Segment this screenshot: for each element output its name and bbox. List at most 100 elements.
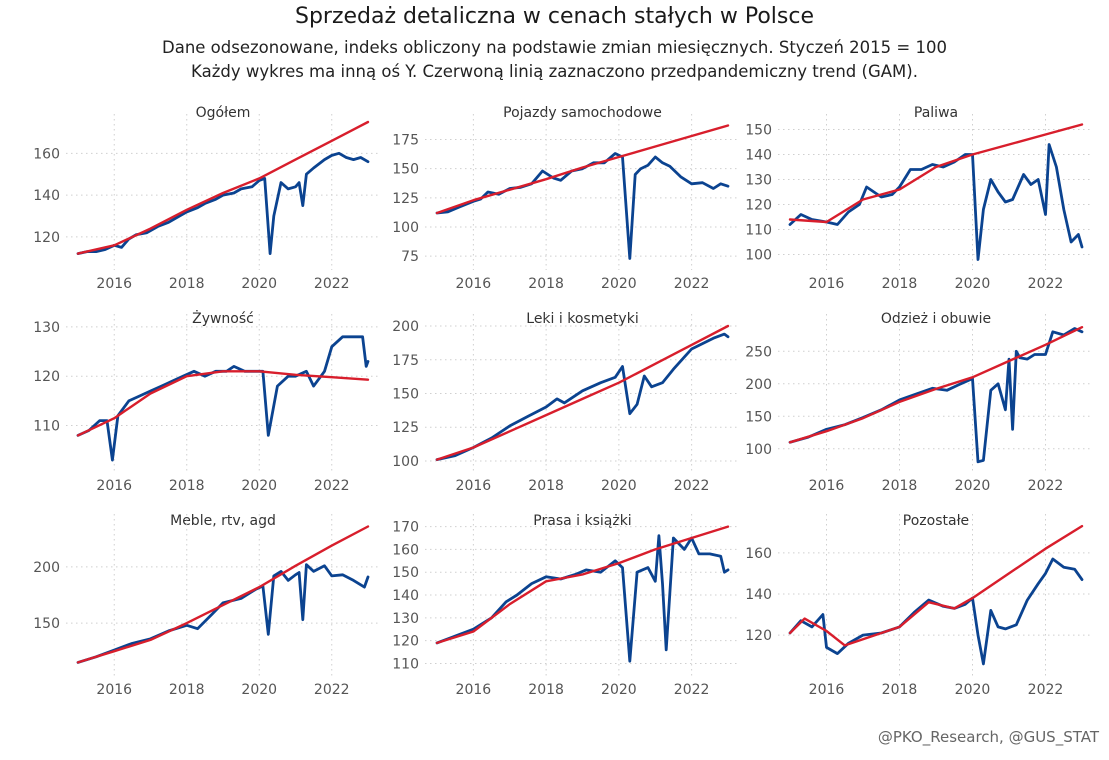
y-tick-label: 130 bbox=[33, 320, 60, 336]
y-tick-label: 110 bbox=[745, 223, 772, 239]
y-tick-label: 200 bbox=[745, 377, 772, 393]
panel-7: Prasa i książki 2016 2018 2020 2022 110 120 130… bbox=[392, 513, 738, 698]
actual-line bbox=[435, 152, 730, 260]
x-tick-label: 2016 bbox=[809, 276, 845, 292]
x-tick-label: 2020 bbox=[601, 276, 637, 292]
y-tick-label: 160 bbox=[392, 542, 419, 558]
panel-title: Leki i kosmetyki bbox=[526, 311, 638, 327]
x-tick-label: 2016 bbox=[96, 682, 132, 698]
panel-title: Żywność bbox=[192, 309, 254, 327]
x-tick-label: 2018 bbox=[169, 478, 205, 494]
y-tick-label: 110 bbox=[392, 656, 419, 672]
actual-line bbox=[788, 143, 1084, 261]
x-tick-label: 2022 bbox=[674, 682, 710, 698]
trend-line bbox=[435, 124, 730, 215]
panel-3: Żywność 2016 2018 2020 2022 110 120 130 bbox=[33, 309, 378, 494]
x-tick-label: 2022 bbox=[1028, 682, 1064, 698]
y-tick-label: 200 bbox=[33, 560, 60, 576]
panel-2: Paliwa 2016 2018 2020 2022 100 110 120 130 140 150 bbox=[745, 105, 1092, 292]
y-tick-label: 120 bbox=[33, 369, 60, 385]
x-tick-label: 2018 bbox=[528, 276, 564, 292]
y-tick-label: 150 bbox=[33, 616, 60, 632]
y-tick-label: 200 bbox=[392, 319, 419, 335]
y-tick-label: 100 bbox=[392, 454, 419, 470]
y-tick-label: 160 bbox=[745, 546, 772, 562]
panel-title: Prasa i książki bbox=[533, 513, 631, 529]
y-tick-label: 100 bbox=[745, 442, 772, 458]
x-tick-label: 2016 bbox=[96, 276, 132, 292]
chart-subtitle-line1: Dane odsezonowane, indeks obliczony na p… bbox=[162, 38, 947, 57]
panel-4: Leki i kosmetyki 2016 2018 2020 2022 100 125 15… bbox=[392, 311, 738, 494]
x-tick-label: 2016 bbox=[809, 682, 845, 698]
y-tick-label: 140 bbox=[745, 148, 772, 164]
y-tick-label: 140 bbox=[33, 188, 60, 204]
x-tick-label: 2020 bbox=[241, 682, 277, 698]
actual-line bbox=[76, 335, 370, 462]
panel-title: Odzież i obuwie bbox=[881, 311, 991, 327]
y-tick-label: 140 bbox=[745, 587, 772, 603]
y-tick-label: 130 bbox=[745, 173, 772, 189]
y-tick-label: 120 bbox=[33, 230, 60, 246]
y-tick-label: 140 bbox=[392, 588, 419, 604]
x-tick-label: 2020 bbox=[601, 682, 637, 698]
x-tick-label: 2020 bbox=[601, 478, 637, 494]
x-tick-label: 2022 bbox=[1028, 276, 1064, 292]
y-tick-label: 150 bbox=[392, 162, 419, 178]
y-tick-label: 175 bbox=[392, 133, 419, 149]
trend-line bbox=[435, 525, 730, 645]
actual-line bbox=[76, 151, 370, 256]
x-tick-label: 2016 bbox=[456, 682, 492, 698]
panel-title: Meble, rtv, agd bbox=[170, 513, 276, 529]
x-tick-label: 2020 bbox=[241, 478, 277, 494]
panel-6: Meble, rtv, agd 2016 2018 2020 2022 150 200 bbox=[33, 513, 378, 698]
x-tick-label: 2016 bbox=[809, 478, 845, 494]
x-tick-label: 2020 bbox=[955, 478, 991, 494]
y-tick-label: 75 bbox=[401, 249, 419, 265]
actual-line bbox=[788, 557, 1084, 666]
y-tick-label: 160 bbox=[33, 146, 60, 162]
x-tick-label: 2022 bbox=[674, 478, 710, 494]
x-tick-label: 2018 bbox=[169, 276, 205, 292]
y-tick-label: 125 bbox=[392, 191, 419, 207]
panel-5: Odzież i obuwie 2016 2018 2020 2022 100 150 200… bbox=[745, 311, 1092, 494]
x-tick-label: 2018 bbox=[528, 478, 564, 494]
y-tick-label: 175 bbox=[392, 353, 419, 369]
actual-line bbox=[435, 332, 730, 462]
trend-line bbox=[788, 326, 1084, 444]
y-tick-label: 150 bbox=[745, 409, 772, 425]
x-tick-label: 2018 bbox=[169, 682, 205, 698]
x-tick-label: 2022 bbox=[1028, 478, 1064, 494]
x-tick-label: 2022 bbox=[314, 682, 350, 698]
panel-8: Pozostałe 2016 2018 2020 2022 120 140 160 bbox=[745, 513, 1092, 698]
panel-title: Pozostałe bbox=[903, 513, 969, 529]
x-tick-label: 2018 bbox=[882, 276, 918, 292]
y-tick-label: 100 bbox=[745, 248, 772, 264]
panel-title: Pojazdy samochodowe bbox=[503, 105, 662, 121]
panel-1: Pojazdy samochodowe 2016 2018 2020 2022 75 100… bbox=[392, 105, 738, 292]
trend-line bbox=[76, 370, 370, 437]
trend-line bbox=[76, 525, 370, 664]
x-tick-label: 2018 bbox=[882, 682, 918, 698]
panel-0: Ogółem 2016 2018 2020 2022 120 140 160 bbox=[33, 105, 378, 292]
x-tick-label: 2022 bbox=[314, 478, 350, 494]
source-credit: @PKO_Research, @GUS_STAT bbox=[877, 728, 1099, 746]
panel-title: Paliwa bbox=[914, 105, 958, 121]
x-tick-label: 2018 bbox=[882, 478, 918, 494]
y-tick-label: 150 bbox=[745, 123, 772, 139]
x-tick-label: 2022 bbox=[314, 276, 350, 292]
x-tick-label: 2016 bbox=[456, 276, 492, 292]
x-tick-label: 2016 bbox=[456, 478, 492, 494]
x-tick-label: 2016 bbox=[96, 478, 132, 494]
chart-title: Sprzedaż detaliczna w cenach stałych w P… bbox=[294, 4, 815, 29]
x-tick-label: 2022 bbox=[674, 276, 710, 292]
x-tick-label: 2020 bbox=[955, 682, 991, 698]
y-tick-label: 150 bbox=[392, 565, 419, 581]
y-tick-label: 130 bbox=[392, 611, 419, 627]
x-tick-label: 2018 bbox=[528, 682, 564, 698]
y-tick-label: 150 bbox=[392, 387, 419, 403]
trend-line bbox=[435, 324, 730, 461]
panel-title: Ogółem bbox=[196, 105, 251, 121]
y-tick-label: 110 bbox=[33, 419, 60, 435]
y-tick-label: 125 bbox=[392, 420, 419, 436]
x-tick-label: 2020 bbox=[955, 276, 991, 292]
